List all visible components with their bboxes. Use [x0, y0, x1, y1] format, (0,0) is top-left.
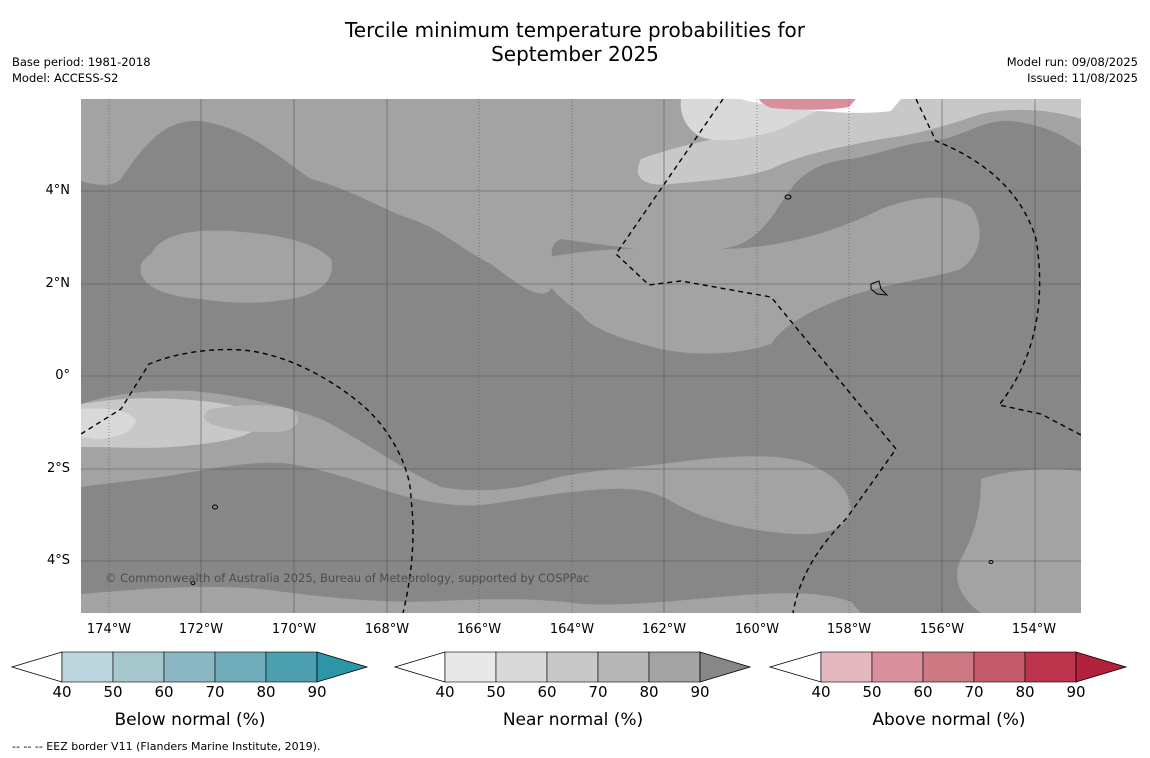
model-run: Model run: 09/08/2025 [1006, 55, 1138, 69]
near-80-region-bottom [81, 586, 861, 613]
colorbar-segment [495, 651, 548, 683]
island-1 [784, 194, 792, 200]
lon-label-174w: 174°W [86, 622, 132, 637]
colorbar-extension-low [768, 651, 822, 683]
near-50-region-south [81, 408, 136, 439]
map-svg [81, 99, 1081, 613]
island-4 [190, 581, 196, 585]
eez-borders [81, 99, 1081, 613]
colorbar-below [10, 651, 369, 683]
colorbar-tick-label: 70 [205, 683, 225, 701]
eez-border-east [915, 99, 1081, 436]
colorbar-tick-label: 40 [435, 683, 455, 701]
colorbar-extension-high [699, 651, 752, 683]
colorbar-tick-label: 50 [103, 683, 123, 701]
lon-label-164w: 164°W [549, 622, 595, 637]
lat-label-2n: 2°N [45, 276, 71, 291]
above-50-region [759, 99, 856, 110]
meta-right: Model run: 09/08/2025 Issued: 11/08/2025 [1007, 54, 1138, 86]
island-5 [988, 560, 994, 564]
colorbar-segment [61, 651, 114, 683]
colorbar-tick-label: 90 [690, 683, 710, 701]
colorbar-tick-label: 70 [588, 683, 608, 701]
copyright-notice: © Commonwealth of Australia 2025, Bureau… [105, 571, 590, 585]
title-line-1: Tercile minimum temperature probabilitie… [344, 18, 806, 42]
colorbar-segment [546, 651, 599, 683]
map-panel[interactable]: © Commonwealth of Australia 2025, Bureau… [81, 99, 1081, 613]
grid-lines [81, 99, 1081, 613]
lon-label-158w: 158°W [826, 622, 872, 637]
colorbar-extension-low [10, 651, 63, 683]
colorbar-tick-label: 50 [486, 683, 506, 701]
lat-label-2s: 2°S [46, 461, 70, 476]
colorbar-tick-label: 50 [862, 683, 882, 701]
lat-label-4s: 4°S [46, 553, 70, 568]
lon-label-172w: 172°W [178, 622, 224, 637]
colorbar-segment [265, 651, 318, 683]
lon-label-156w: 156°W [919, 622, 965, 637]
title-line-2: September 2025 [491, 42, 659, 66]
lat-label-0: 0° [55, 368, 70, 383]
colorbar-extension-high [1075, 651, 1128, 683]
colorbar-near-title: Near normal (%) [502, 710, 644, 730]
island-2 [870, 280, 889, 296]
colorbar-segment [922, 651, 975, 683]
colorbar-tick-label: 40 [52, 683, 72, 701]
meta-left: Base period: 1981-2018 Model: ACCESS-S2 [12, 54, 151, 86]
near-80-region-central [541, 197, 980, 354]
lon-label-154w: 154°W [1011, 622, 1057, 637]
colorbar-tick-label: 70 [964, 683, 984, 701]
colorbar-segment [871, 651, 924, 683]
colorbar-tick-label: 60 [537, 683, 557, 701]
colorbar-tick-label: 80 [639, 683, 659, 701]
colorbar-tick-label: 80 [256, 683, 276, 701]
model-name: Model: ACCESS-S2 [12, 71, 119, 85]
colorbar-above-title: Above normal (%) [872, 710, 1026, 730]
colorbar-segment [648, 651, 701, 683]
colorbar-below-title: Below normal (%) [114, 710, 266, 730]
colorbar-tick-label: 90 [1066, 683, 1086, 701]
colorbar-tick-label: 60 [913, 683, 933, 701]
colorbar-extension-high [316, 651, 369, 683]
colorbar-tick-label: 90 [307, 683, 327, 701]
colorbar-near [393, 651, 752, 683]
colorbar-segment [112, 651, 165, 683]
colorbar-segment [597, 651, 650, 683]
islands [190, 194, 994, 585]
near-80-region-southeast [957, 469, 1081, 613]
lon-label-168w: 168°W [364, 622, 410, 637]
colorbar-above [768, 651, 1128, 683]
colorbar-extension-low [393, 651, 446, 683]
issued-date: Issued: 11/08/2025 [1027, 71, 1138, 85]
eez-border-central [615, 99, 897, 613]
colorbar-tick-label: 80 [1015, 683, 1035, 701]
colorbar-segment [214, 651, 267, 683]
map-title: Tercile minimum temperature probabilitie… [0, 18, 1150, 66]
eez-footnote: -- -- -- EEZ border V11 (Flanders Marine… [12, 740, 321, 753]
lon-label-170w: 170°W [271, 622, 317, 637]
island-3 [212, 504, 218, 510]
colorbar-segment [1024, 651, 1077, 683]
lat-label-4n: 4°N [45, 183, 71, 198]
colorbar-segment [163, 651, 216, 683]
lon-label-160w: 160°W [734, 622, 780, 637]
colorbar-segment [973, 651, 1026, 683]
colorbar-segment [444, 651, 497, 683]
colorbar-tick-label: 60 [154, 683, 174, 701]
eez-border-west [81, 348, 414, 613]
colorbar-tick-label: 40 [811, 683, 831, 701]
base-period: Base period: 1981-2018 [12, 55, 151, 69]
colorbar-segment [820, 651, 873, 683]
lon-label-162w: 162°W [641, 622, 687, 637]
near-60-region-north [637, 99, 1081, 185]
lon-label-166w: 166°W [456, 622, 502, 637]
near-80-region-west [140, 230, 332, 303]
near-70-region-south [204, 405, 299, 433]
